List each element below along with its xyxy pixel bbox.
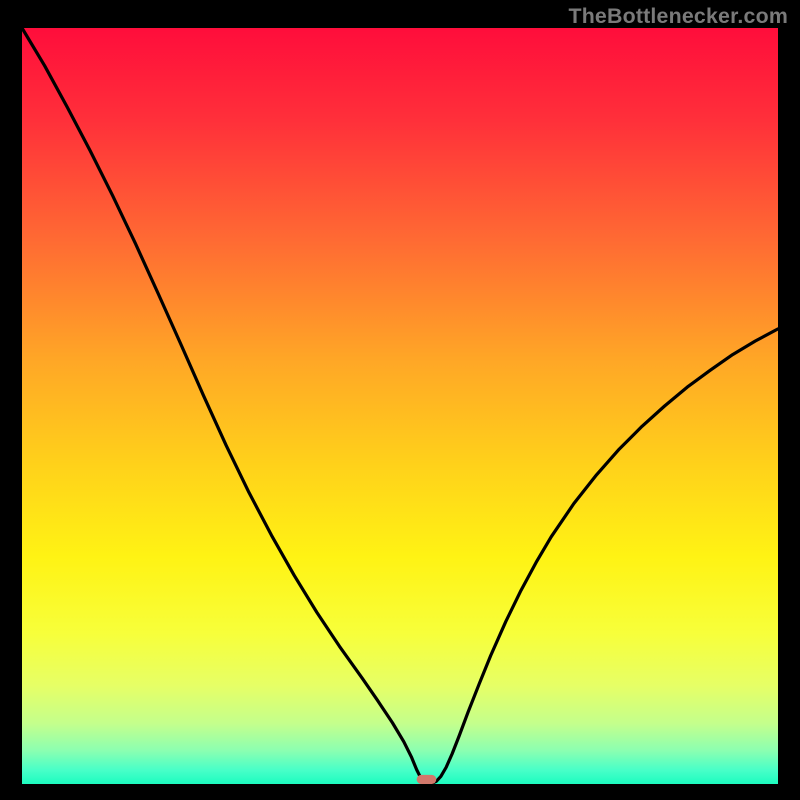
minimum-marker xyxy=(417,775,437,784)
plot-overlay xyxy=(22,28,778,784)
plot-area xyxy=(22,28,778,784)
watermark-text: TheBottlenecker.com xyxy=(568,4,788,29)
chart-stage: TheBottlenecker.com xyxy=(0,0,800,800)
bottleneck-curve xyxy=(22,28,778,783)
